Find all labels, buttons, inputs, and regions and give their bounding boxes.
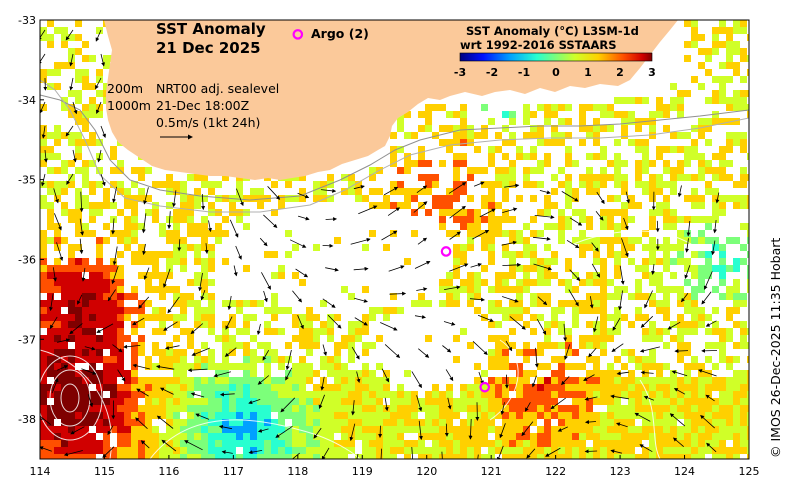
map-title: SST Anomaly <box>156 20 266 38</box>
sealevel-time: 21-Dec 18:00Z <box>156 98 249 113</box>
x-tick-label: 117 <box>223 465 244 478</box>
colorbar-tick-label: -3 <box>454 66 466 79</box>
colorbar-subtitle: wrt 1992-2016 SSTAARS <box>460 38 617 52</box>
isobath-200m <box>40 94 749 201</box>
argo-float-marker[interactable] <box>292 29 304 40</box>
argo-float-marker[interactable] <box>479 381 491 393</box>
colorbar <box>459 52 653 62</box>
colorbar-tick-label: 3 <box>648 66 656 79</box>
x-tick-label: 118 <box>287 465 308 478</box>
y-tick-label: -33 <box>18 14 36 27</box>
x-tick-label: 116 <box>158 465 179 478</box>
y-tick-label: -34 <box>18 94 36 107</box>
colorbar-tick-label: -1 <box>518 66 530 79</box>
axis-ticks: 114 115 116 117 118 119 120 121 122 123 124 125-33-… <box>18 14 759 478</box>
sealevel-label: NRT00 adj. sealevel <box>156 81 279 96</box>
isobath-200m-label: 200m <box>107 81 143 96</box>
current-scale-label: 0.5m/s (1kt 24h) <box>156 115 260 130</box>
y-tick-label: -37 <box>18 333 36 346</box>
x-tick-label: 114 <box>30 465 51 478</box>
colorbar-tick-label: 0 <box>552 66 560 79</box>
colorbar-tick-label: 2 <box>616 66 624 79</box>
map-date: 21 Dec 2025 <box>156 39 261 57</box>
y-tick-label: -38 <box>18 413 36 426</box>
y-tick-label: -36 <box>18 253 36 266</box>
colorbar-title: SST Anomaly (°C) L3SM-1d <box>466 24 639 38</box>
plot-frame <box>39 19 750 460</box>
x-tick-label: 124 <box>674 465 695 478</box>
colorbar-tick-label: 1 <box>584 66 592 79</box>
x-tick-label: 121 <box>481 465 502 478</box>
imos-credit: © IMOS 26-Dec-2025 11:35 Hobart <box>768 238 783 458</box>
x-tick-label: 120 <box>416 465 437 478</box>
x-tick-label: 123 <box>610 465 631 478</box>
y-tick-label: -35 <box>18 174 36 187</box>
argo-float-marker[interactable] <box>440 246 452 257</box>
colorbar-tick-label: -2 <box>486 66 498 79</box>
colorbar-ticks: -3 -2 -1 0 1 2 3 <box>454 66 656 79</box>
x-tick-label: 119 <box>352 465 373 478</box>
argo-legend-label: Argo (2) <box>311 26 369 41</box>
surface-current-arrows <box>40 29 720 459</box>
sealevel-contours <box>40 230 701 459</box>
x-tick-label: 122 <box>545 465 566 478</box>
isobath-1000m <box>40 79 749 213</box>
isobath-1000m-label: 1000m <box>107 98 151 113</box>
x-tick-label: 115 <box>94 465 115 478</box>
x-tick-label: 125 <box>739 465 760 478</box>
